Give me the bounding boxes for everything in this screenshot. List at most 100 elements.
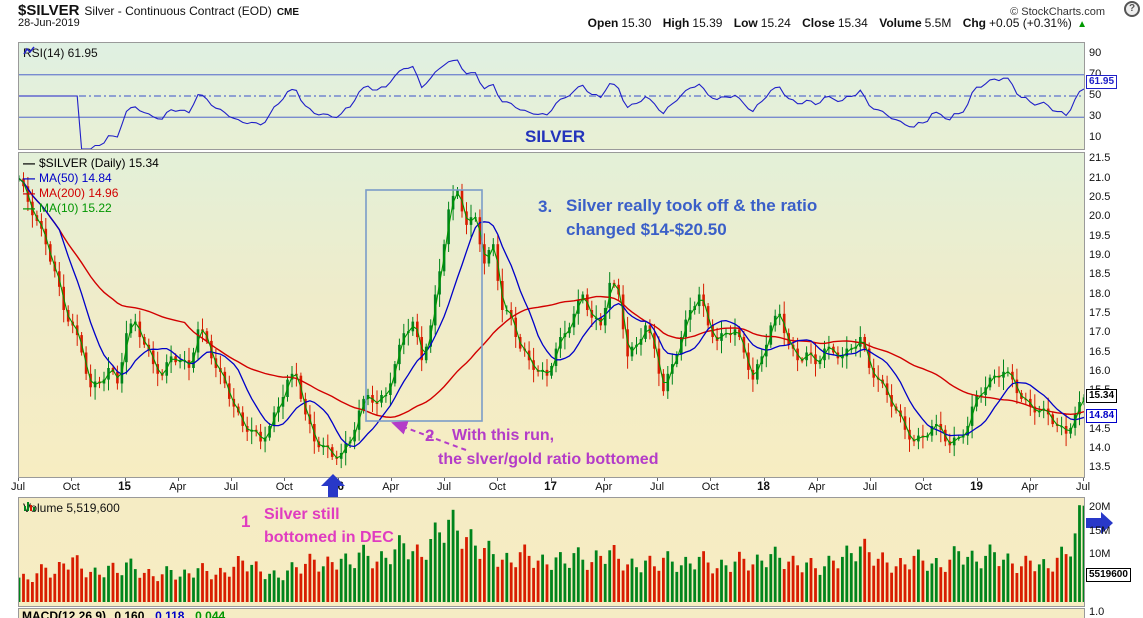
- x-axis-tick: [710, 478, 712, 481]
- legend-ma10-label: MA(10) 15.22: [39, 201, 112, 215]
- ticker-description: Silver - Continuous Contract (EOD): [84, 4, 272, 18]
- quote-date: 28-Jun-2019: [18, 17, 80, 29]
- exchange-label: CME: [276, 7, 300, 18]
- price-axis-label: 17.0: [1089, 326, 1111, 339]
- highlight-rect: [365, 189, 483, 422]
- volume-value-box: 5519600: [1086, 568, 1131, 583]
- open-label: Open: [587, 16, 619, 30]
- macd-legend-label: MACD(12,26,9): [22, 609, 107, 618]
- note1-line1: Silver still: [264, 506, 340, 523]
- right-arrow-icon: [1086, 511, 1114, 540]
- volume-panel: Volume 5,519,600 1 Silver still bottomed…: [18, 497, 1085, 607]
- rsi-legend-label: RSI(14) 61.95: [23, 46, 98, 60]
- x-axis-tick: [497, 478, 499, 481]
- price-axis-label: 14.5: [1089, 422, 1111, 435]
- volume-label: Volume: [879, 16, 922, 30]
- legend-ma50-label: MA(50) 14.84: [39, 171, 112, 185]
- x-axis-tick: [177, 478, 179, 481]
- x-axis-label: Jul: [862, 481, 878, 493]
- price-axis-label: 20.5: [1089, 190, 1111, 203]
- macd-value3: 0.044: [195, 609, 226, 618]
- rsi-value-box: 61.95: [1086, 75, 1118, 90]
- x-axis-label: Jul: [436, 481, 452, 493]
- x-axis-label: Oct: [275, 481, 293, 493]
- legend-ma50-row: — MA(50) 14.84: [23, 171, 159, 186]
- macd-value2: 0.118,: [155, 609, 188, 618]
- x-axis-tick: [763, 478, 765, 481]
- price-chart-canvas: [19, 172, 1084, 469]
- price-axis-label: 18.0: [1089, 287, 1111, 300]
- x-axis-tick: [18, 478, 19, 481]
- note3-number: 3.: [538, 197, 553, 216]
- change-up-icon: ▲: [1077, 19, 1087, 30]
- close-value: 15.34: [837, 16, 868, 30]
- rsi-chart-canvas: [19, 59, 1084, 149]
- price-axis-label: 19.5: [1089, 229, 1111, 242]
- volume-axis-label: 10M: [1089, 548, 1111, 560]
- note3-line1: Silver really took off & the ratio: [566, 196, 818, 215]
- rsi-legend: RSI(14) 61.95: [23, 46, 98, 60]
- legend-ma200-row: — MA(200) 14.96: [23, 186, 159, 201]
- legend-ma200-label: MA(200) 14.96: [39, 186, 119, 200]
- price-value-box: 15.34: [1086, 389, 1118, 404]
- close-label: Close: [802, 16, 835, 30]
- price-panel: — $SILVER (Daily) 15.34 — MA(50) 14.84 — MA…: [18, 152, 1085, 478]
- note2-number: 2: [425, 426, 435, 445]
- price-line-swatch: —: [23, 156, 35, 170]
- price-axis-label: 20.0: [1089, 210, 1111, 223]
- x-axis-label: Jul: [1075, 481, 1091, 493]
- x-axis-label: 19: [970, 481, 983, 493]
- help-icon[interactable]: ?: [1124, 1, 1140, 17]
- note2-line1: With this run,: [452, 427, 555, 444]
- x-axis-tick: [870, 478, 871, 481]
- rsi-panel: RSI(14) 61.95 SILVER: [18, 42, 1085, 150]
- x-axis-tick: [71, 478, 73, 481]
- note1-line2: bottomed in DEC: [264, 529, 394, 546]
- price-axis-label: 16.0: [1089, 364, 1111, 377]
- x-axis-label: Oct: [488, 481, 506, 493]
- x-axis-tick: [231, 478, 232, 481]
- change-label: Chg: [962, 16, 987, 30]
- note3-text: Silver really took off & the ratio chang…: [566, 194, 817, 242]
- x-axis-tick: [550, 478, 552, 481]
- x-axis-tick: [603, 478, 605, 481]
- macd-panel-clipped: MACD(12,26,9) 0.160, 0.118, 0.044: [18, 608, 1085, 618]
- price-axis-label: 13.5: [1089, 461, 1111, 474]
- ma50-line-swatch: —: [23, 171, 35, 185]
- ticker-symbol: $SILVER: [18, 2, 80, 19]
- x-axis-label: 17: [544, 481, 557, 493]
- x-axis-label: Apr: [382, 481, 400, 493]
- note3-line2: changed $14-$20.50: [566, 220, 727, 239]
- price-axis-label: 19.0: [1089, 248, 1111, 261]
- ma10-line-swatch: —: [23, 201, 35, 215]
- macd-value1: 0.160,: [114, 609, 148, 618]
- quote-summary: Open 15.30 High 15.39 Low 15.24 Close 15.34 …: [588, 16, 1087, 30]
- copyright: © StockCharts.com: [1010, 6, 1105, 18]
- price-axis-label: 14.0: [1089, 442, 1111, 455]
- x-axis-label: Apr: [169, 481, 187, 493]
- note2-line2: the slver/gold ratio bottomed: [438, 451, 659, 468]
- open-value: 15.30: [621, 16, 652, 30]
- silver-annotation-text: SILVER: [525, 127, 586, 146]
- low-label: Low: [733, 16, 758, 30]
- x-axis-tick: [444, 478, 445, 481]
- up-arrow-icon: [320, 473, 346, 505]
- volume-axis-label: 20M: [1089, 501, 1111, 513]
- rsi-icon: [23, 46, 35, 55]
- x-axis-label: Oct: [701, 481, 719, 493]
- x-axis-tick: [390, 478, 392, 481]
- price-axis-label: 18.5: [1089, 268, 1111, 281]
- rsi-axis-label: 90: [1089, 46, 1102, 59]
- x-axis-label: Jul: [10, 481, 26, 493]
- ma200-line-swatch: —: [23, 186, 35, 200]
- x-axis-tick: [816, 478, 818, 481]
- x-axis-label: 15: [118, 481, 131, 493]
- x-axis-tick: [976, 478, 978, 481]
- ratio-bottom-arrow: [391, 421, 467, 451]
- x-axis: JulOct15AprJulOct16AprJulOct17AprJulOct1…: [0, 478, 1143, 497]
- x-axis-label: Apr: [595, 481, 613, 493]
- price-legend: — $SILVER (Daily) 15.34 — MA(50) 14.84 — MA…: [23, 156, 159, 216]
- price-axis-label: 21.0: [1089, 171, 1111, 184]
- x-axis-tick: [923, 478, 925, 481]
